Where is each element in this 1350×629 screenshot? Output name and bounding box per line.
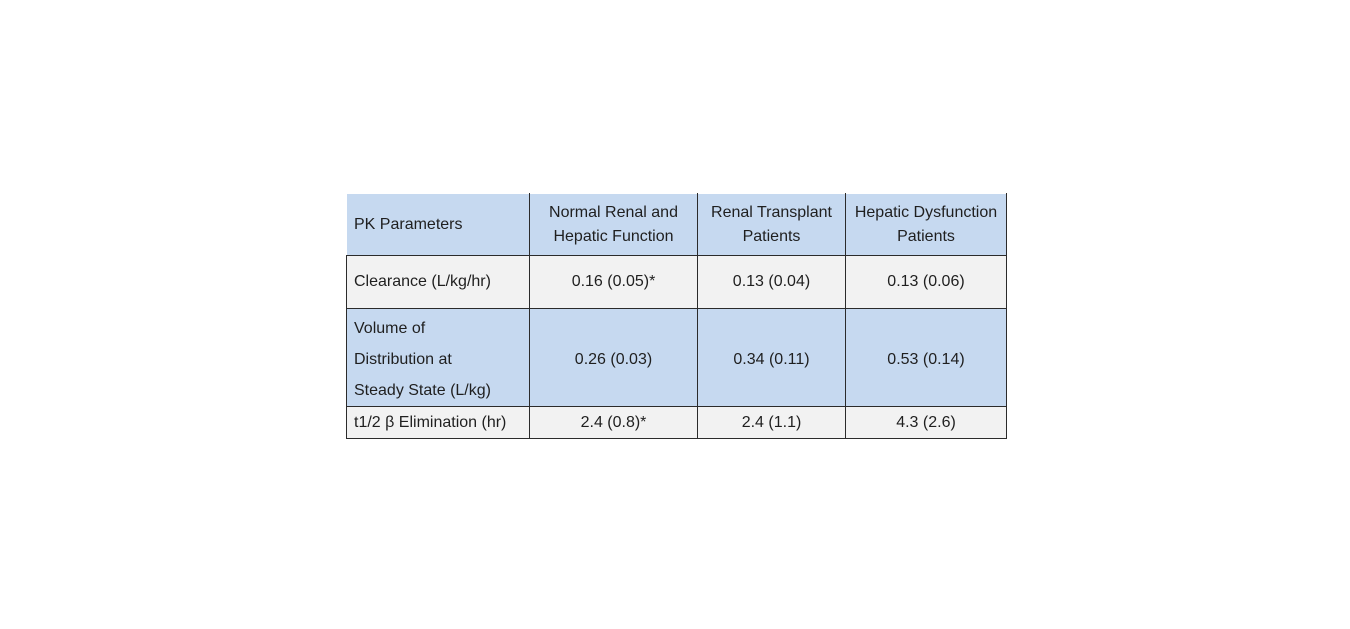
cell-volume-normal: 0.26 (0.03) xyxy=(529,308,698,407)
cell-halflife-parameter: t1/2 β Elimination (hr) xyxy=(346,406,530,439)
header-cell-pk-parameters: PK Parameters xyxy=(346,193,530,256)
cell-halflife-hepatic: 4.3 (2.6) xyxy=(845,406,1007,439)
header-cell-hepatic-dysfunction: Hepatic Dysfunction Patients xyxy=(845,193,1007,256)
cell-clearance-hepatic: 0.13 (0.06) xyxy=(845,255,1007,309)
table-header-row: PK Parameters Normal Renal and Hepatic F… xyxy=(346,193,1007,256)
cell-volume-renal: 0.34 (0.11) xyxy=(697,308,846,407)
table-row-clearance: Clearance (L/kg/hr) 0.16 (0.05)* 0.13 (0… xyxy=(346,255,1007,309)
cell-halflife-renal: 2.4 (1.1) xyxy=(697,406,846,439)
cell-volume-parameter-line2: Distribution at xyxy=(354,350,452,368)
header-cell-renal-transplant: Renal Transplant Patients xyxy=(697,193,846,256)
pk-parameters-table: PK Parameters Normal Renal and Hepatic F… xyxy=(346,193,1007,439)
cell-volume-hepatic: 0.53 (0.14) xyxy=(845,308,1007,407)
header-cell-normal-function: Normal Renal and Hepatic Function xyxy=(529,193,698,256)
cell-volume-parameter: Volume of Distribution at Steady State (… xyxy=(346,308,530,407)
cell-halflife-normal: 2.4 (0.8)* xyxy=(529,406,698,439)
cell-volume-parameter-line3: Steady State (L/kg) xyxy=(354,381,491,399)
cell-clearance-renal: 0.13 (0.04) xyxy=(697,255,846,309)
table-row-volume-of-distribution: Volume of Distribution at Steady State (… xyxy=(346,308,1007,407)
cell-volume-parameter-line1: Volume of xyxy=(354,319,426,337)
cell-clearance-normal: 0.16 (0.05)* xyxy=(529,255,698,309)
table-row-halflife-elimination: t1/2 β Elimination (hr) 2.4 (0.8)* 2.4 (… xyxy=(346,406,1007,439)
cell-clearance-parameter: Clearance (L/kg/hr) xyxy=(346,255,530,309)
